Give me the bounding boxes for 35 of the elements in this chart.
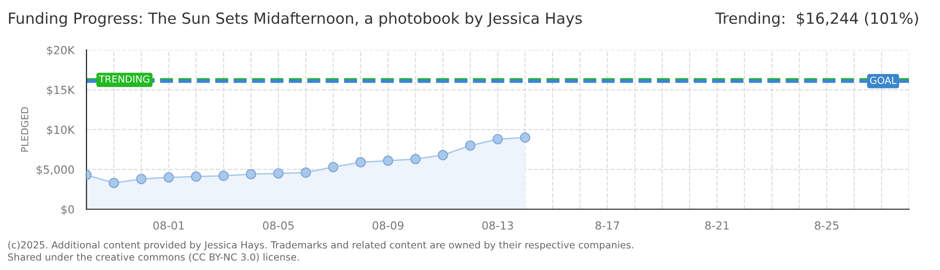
chart-subtitle: Trending: $16,244 (101%): [715, 12, 918, 27]
x-tick-label: 8-17: [596, 221, 620, 230]
y-tick-label: $20K: [47, 46, 75, 56]
chart-title: Funding Progress: The Sun Sets Midafternoon, a photobook by Jessica Hays: [9, 12, 582, 27]
x-tick-label: 8-25: [814, 221, 838, 230]
ref-line-label: TRENDING: [98, 75, 150, 83]
point: [382, 155, 394, 166]
point: [190, 171, 202, 182]
y-tick-label: $15K: [47, 86, 75, 96]
point: [520, 132, 530, 143]
x-tick-label: 08-09: [372, 221, 404, 230]
point: [465, 140, 476, 151]
point: [273, 168, 284, 179]
point: [355, 157, 366, 168]
x-tick-label: 08-13: [482, 221, 513, 230]
point: [438, 150, 448, 160]
y-tick-label: $10K: [47, 125, 75, 136]
point: [136, 174, 147, 184]
point: [410, 154, 421, 164]
point: [492, 134, 503, 144]
text: (c)2025. Additional content provided by Jessica Hays. Trademarks and related content are owned by their respective companies.: [8, 240, 634, 250]
y-tick-label: $5,000: [36, 165, 74, 176]
point: [164, 172, 174, 183]
y-tick-label: $0: [61, 205, 74, 216]
x-tick-label: 08-05: [262, 221, 294, 230]
point: [108, 178, 120, 188]
point: [328, 162, 338, 172]
text: Shared under the creative commons (CC BY-NC 3.0) license.: [8, 253, 299, 262]
y-axis-title: PLEDGED: [21, 107, 28, 152]
x-tick-label: 8-21: [705, 221, 729, 230]
point: [218, 170, 229, 182]
point: [300, 167, 312, 178]
point: [246, 168, 256, 180]
ref-line-label: GOAL: [870, 76, 897, 84]
x-tick-label: 08-01: [153, 221, 184, 230]
